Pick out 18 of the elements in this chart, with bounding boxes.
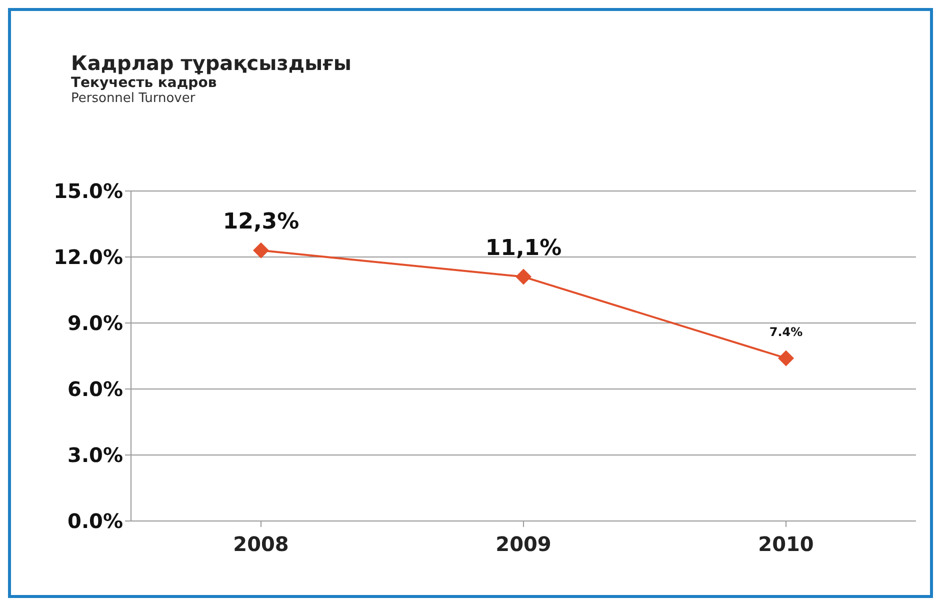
y-tick-label: 0.0% [68,509,123,534]
data-label: 12,3% [222,209,300,234]
x-tick-label: 2009 [496,532,552,556]
data-label: 7.4% [769,325,803,340]
point [778,350,794,366]
y-tick-label: 15.0% [54,179,123,204]
text: Personnel Turnover [71,91,196,106]
point [253,242,269,258]
chart-subtitle: Текучесть кадров [71,75,218,91]
chart-title: Кадрлар тұрақсыздығы [71,51,352,75]
y-tick-label: 6.0% [68,377,123,402]
x-tick-label: 2008 [233,532,289,556]
y-tick-label: 9.0% [68,311,123,336]
y-tick-label: 3.0% [68,443,123,468]
y-tick-label: 12.0% [54,245,123,270]
x-tick-label: 2010 [758,532,814,556]
data-label: 11,1% [485,236,562,261]
point [516,268,532,285]
